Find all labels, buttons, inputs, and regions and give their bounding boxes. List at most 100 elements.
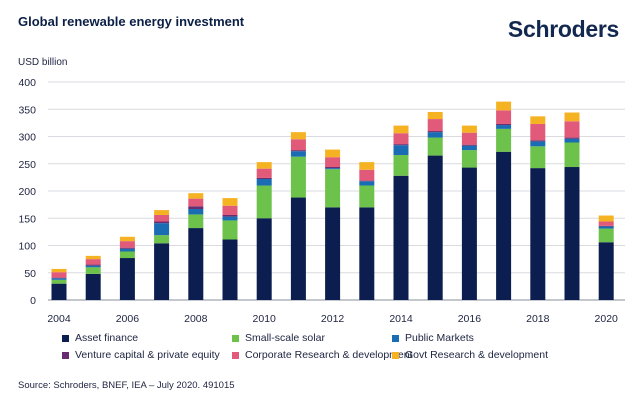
x-tick-label: 2010 — [253, 313, 277, 325]
bar-2019-series-1 — [564, 142, 580, 168]
legend-item: Corporate Research & development — [232, 349, 413, 361]
bar-2012-series-2 — [325, 168, 341, 170]
bar-2017-series-4 — [496, 110, 512, 124]
x-tick-label: 2018 — [526, 313, 550, 325]
y-tick-label: 200 — [18, 186, 36, 198]
bar-2009-series-2 — [222, 216, 238, 221]
y-axis-ticks: 0 50 100 150 200 250 300 350 400 — [18, 77, 36, 307]
x-tick-label: 2004 — [47, 313, 71, 325]
bar-2008-series-1 — [188, 214, 204, 229]
bar-2016-series-1 — [461, 150, 477, 168]
bar-2004-series-4 — [51, 272, 67, 278]
bar-2004-series-0 — [51, 283, 67, 300]
bar-2008-series-5 — [188, 193, 204, 199]
bar-2017-series-3 — [496, 123, 512, 126]
bar-2009-series-4 — [222, 205, 238, 215]
y-axis-label: USD billion — [18, 57, 68, 68]
legend-label: Venture capital & private equity — [75, 349, 220, 361]
bar-2005-series-1 — [85, 267, 101, 274]
bar-2009-series-1 — [222, 220, 238, 240]
bar-2018-series-2 — [530, 141, 546, 147]
bar-2017-series-5 — [496, 101, 512, 111]
bar-2011-series-3 — [290, 150, 306, 152]
legend-swatch — [62, 334, 69, 342]
bar-2004-series-1 — [51, 279, 67, 284]
bar-2007-series-1 — [154, 235, 170, 244]
x-tick-label: 2006 — [116, 313, 140, 325]
legend-item: Public Markets — [392, 332, 474, 344]
bar-2016-series-5 — [461, 125, 477, 133]
bar-2005-series-4 — [85, 259, 101, 265]
bar-2015-series-5 — [427, 111, 443, 120]
bar-2013-series-5 — [359, 162, 375, 170]
bar-2004-series-5 — [51, 268, 67, 273]
chart-title: Global renewable energy investment — [18, 14, 245, 29]
legend-item: Venture capital & private equity — [62, 349, 220, 361]
bar-2015-series-1 — [427, 137, 443, 156]
bar-2020-series-2 — [598, 226, 614, 229]
bar-2005-series-2 — [85, 265, 101, 268]
source-note: Source: Schroders, BNEF, IEA – July 2020… — [18, 380, 235, 391]
bar-2012-series-1 — [325, 169, 341, 208]
bar-2016-series-0 — [461, 167, 477, 300]
bar-2011-series-4 — [290, 139, 306, 151]
bar-2005-series-0 — [85, 273, 101, 300]
bar-2010-series-0 — [256, 218, 272, 300]
bars — [51, 101, 614, 300]
bar-2006-series-5 — [119, 236, 135, 242]
bar-2011-series-1 — [290, 156, 306, 198]
y-tick-label: 50 — [24, 268, 36, 280]
y-tick-label: 150 — [18, 213, 36, 225]
bar-2020-series-4 — [598, 221, 614, 226]
bar-2009-series-3 — [222, 214, 238, 217]
bar-2010-series-1 — [256, 185, 272, 219]
bar-2013-series-1 — [359, 185, 375, 208]
y-tick-label: 300 — [18, 132, 36, 144]
bar-2014-series-5 — [393, 125, 409, 134]
bar-2017-series-2 — [496, 125, 512, 129]
bar-2005-series-5 — [85, 255, 101, 260]
bar-2007-series-5 — [154, 210, 170, 215]
bar-2009-series-5 — [222, 198, 238, 206]
bar-2018-series-0 — [530, 168, 546, 300]
bar-2011-series-5 — [290, 132, 306, 140]
y-tick-label: 100 — [18, 241, 36, 253]
bar-2011-series-2 — [290, 151, 306, 157]
bar-2015-series-4 — [427, 119, 443, 132]
legend-item: Asset finance — [62, 332, 138, 344]
x-tick-label: 2016 — [458, 313, 482, 325]
bar-2007-series-2 — [154, 223, 170, 236]
bar-2017-series-1 — [496, 128, 512, 152]
bar-2007-series-4 — [154, 214, 170, 222]
x-tick-label: 2008 — [184, 313, 208, 325]
legend-label: Corporate Research & development — [245, 349, 413, 361]
legend-label: Public Markets — [405, 332, 474, 344]
legend-swatch — [232, 351, 239, 359]
y-tick-label: 250 — [18, 159, 36, 171]
bar-2009-series-0 — [222, 239, 238, 300]
bar-2014-series-4 — [393, 133, 409, 145]
bar-2015-series-0 — [427, 155, 443, 300]
legend-swatch — [232, 334, 239, 342]
bar-2013-series-0 — [359, 207, 375, 300]
bar-2006-series-1 — [119, 251, 135, 259]
bar-2013-series-4 — [359, 169, 375, 181]
bar-2005-series-3 — [85, 264, 101, 266]
bar-2012-series-3 — [325, 167, 341, 169]
bar-2012-series-0 — [325, 207, 341, 300]
bar-2008-series-2 — [188, 208, 204, 215]
bar-2018-series-1 — [530, 146, 546, 169]
legend-label: Asset finance — [75, 332, 139, 344]
bar-2014-series-3 — [393, 144, 409, 146]
bar-2019-series-5 — [564, 112, 580, 122]
bar-2019-series-3 — [564, 137, 580, 139]
bar-2017-series-0 — [496, 151, 512, 300]
bar-2020-series-0 — [598, 242, 614, 300]
bar-2013-series-3 — [359, 180, 375, 182]
x-tick-label: 2020 — [595, 313, 619, 325]
bar-2013-series-2 — [359, 181, 375, 186]
bar-2016-series-4 — [461, 132, 477, 145]
bar-2008-series-4 — [188, 198, 204, 207]
bar-2006-series-3 — [119, 247, 135, 249]
bar-2010-series-5 — [256, 162, 272, 169]
